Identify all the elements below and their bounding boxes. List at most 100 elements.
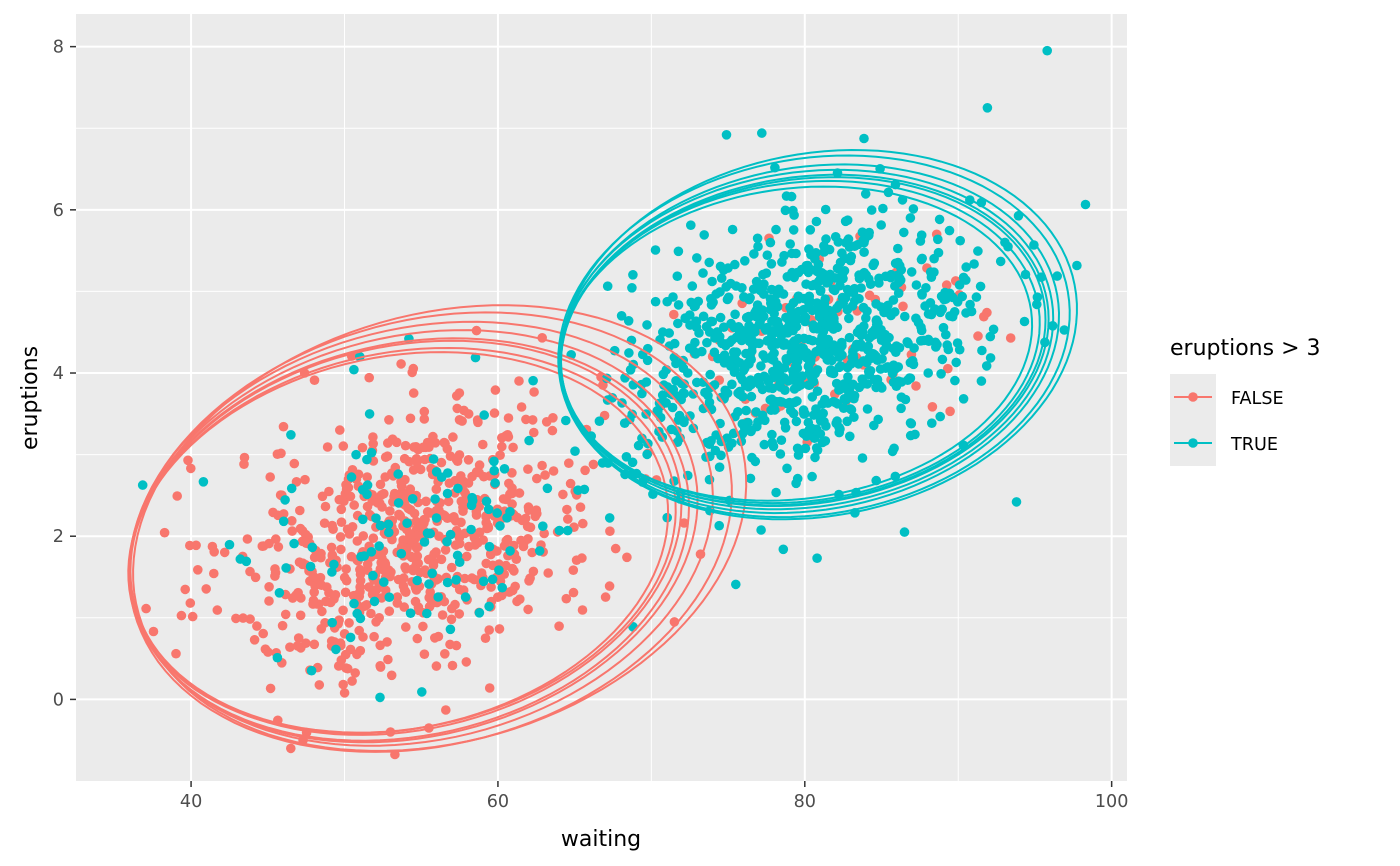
y-tick-label: 0 — [53, 690, 64, 710]
point-false — [287, 516, 297, 526]
point-true — [834, 385, 844, 395]
point-true — [846, 287, 857, 297]
point-true — [973, 246, 983, 256]
point-true — [908, 204, 919, 214]
point-true — [738, 365, 749, 376]
point-true — [676, 394, 686, 405]
point-false — [265, 683, 276, 694]
point-false — [245, 566, 255, 577]
point-true — [833, 237, 844, 247]
point-false — [349, 500, 360, 510]
point-false — [532, 508, 542, 519]
point-true — [887, 446, 898, 457]
point-false — [420, 514, 430, 525]
point-false — [265, 472, 276, 482]
point-true — [764, 383, 775, 393]
point-true — [490, 478, 500, 488]
point-true — [839, 253, 850, 264]
point-true — [913, 317, 924, 328]
point-true — [351, 449, 361, 460]
point-true — [878, 203, 888, 214]
point-true — [788, 205, 798, 216]
ellipse-false — [127, 351, 670, 735]
point-false — [448, 432, 458, 442]
point-false — [440, 438, 450, 449]
point-true — [641, 377, 652, 387]
point-false — [415, 522, 426, 532]
point-true — [422, 608, 432, 619]
point-true — [1020, 269, 1031, 280]
point-false — [245, 614, 255, 624]
point-true — [430, 494, 440, 504]
point-true — [362, 454, 372, 465]
plot-panel — [76, 14, 1127, 781]
point-true — [971, 292, 982, 302]
point-true — [875, 364, 886, 374]
point-false — [473, 537, 483, 548]
point-true — [769, 308, 779, 319]
point-false — [316, 624, 327, 634]
point-true — [680, 313, 691, 324]
point-false — [525, 573, 535, 583]
point-false — [564, 458, 574, 469]
point-false — [362, 501, 373, 512]
point-true — [709, 347, 720, 358]
point-false — [451, 640, 462, 651]
point-false — [374, 613, 385, 623]
point-false — [562, 504, 572, 515]
point-false — [394, 509, 404, 520]
point-true — [478, 576, 489, 587]
point-false — [404, 456, 415, 467]
point-false — [382, 451, 393, 462]
point-false — [456, 471, 466, 481]
point-false — [355, 569, 366, 580]
point-true — [927, 418, 937, 429]
point-true — [562, 525, 573, 536]
point-true — [793, 293, 804, 304]
point-true — [524, 435, 534, 446]
point-true — [729, 347, 739, 357]
point-true — [706, 294, 716, 304]
point-false — [539, 528, 549, 539]
point-true — [854, 293, 864, 304]
point-false — [413, 542, 423, 552]
point-false — [287, 526, 298, 536]
point-false — [481, 558, 492, 569]
point-false — [295, 610, 306, 621]
x-tick-label: 40 — [180, 792, 202, 812]
point-true — [692, 253, 702, 263]
point-false — [330, 590, 341, 600]
point-true — [719, 322, 729, 333]
point-false — [308, 595, 319, 606]
point-false — [452, 403, 463, 414]
point-false — [171, 648, 181, 659]
point-true — [841, 395, 851, 405]
point-true — [698, 268, 708, 278]
point-true — [419, 537, 430, 547]
point-true — [775, 449, 786, 459]
point-false — [231, 613, 241, 624]
point-true — [955, 235, 965, 246]
point-true — [428, 454, 439, 464]
point-false — [347, 676, 357, 686]
point-true — [772, 325, 783, 336]
point-true — [923, 368, 933, 378]
point-true — [944, 225, 955, 236]
point-true — [442, 468, 453, 478]
point-false — [507, 488, 517, 499]
point-true — [792, 473, 803, 484]
point-true — [829, 313, 839, 324]
point-false — [186, 463, 196, 474]
point-false — [335, 425, 345, 435]
point-true — [349, 598, 359, 609]
point-true — [843, 234, 854, 244]
point-true — [812, 298, 822, 308]
point-true — [740, 380, 751, 391]
point-true — [803, 267, 814, 278]
point-false — [516, 402, 527, 412]
point-false — [308, 571, 319, 582]
point-true — [858, 302, 869, 313]
point-true — [778, 544, 789, 555]
point-false — [407, 552, 417, 563]
